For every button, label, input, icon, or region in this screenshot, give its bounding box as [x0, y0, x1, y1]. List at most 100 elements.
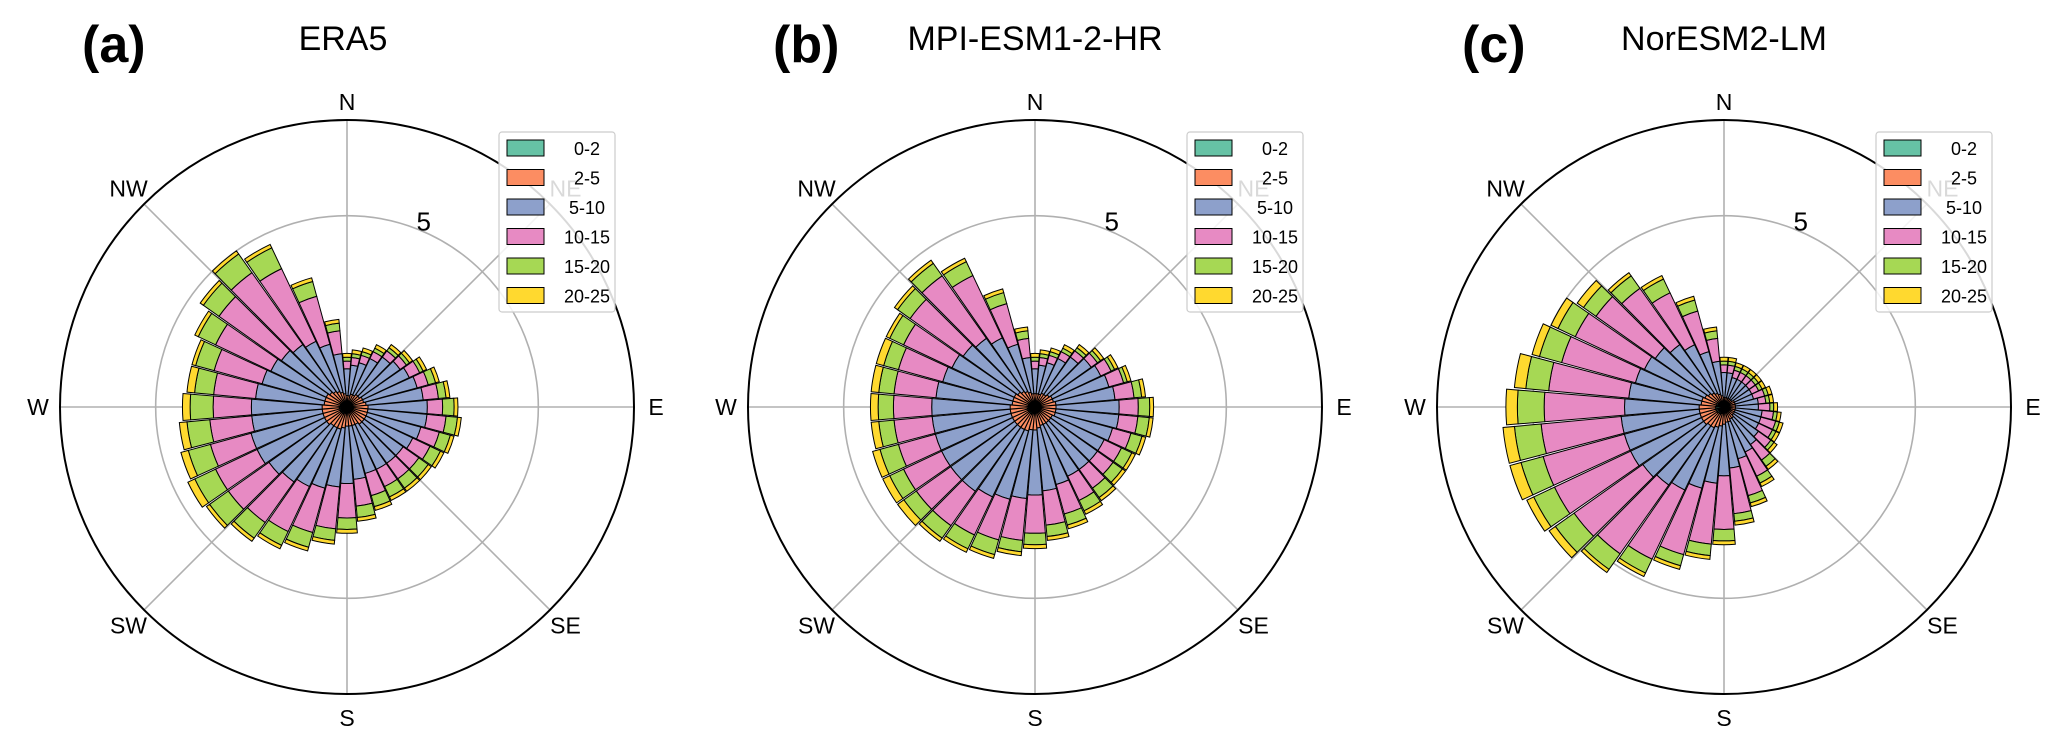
legend-swatch-15-20: [1883, 257, 1922, 275]
windrose-bar-20-25: [871, 448, 890, 479]
windrose-bar-20-25: [1039, 349, 1051, 356]
windrose-bar-20-25: [199, 279, 223, 306]
legend-label-15-20: 15-20: [564, 257, 610, 277]
windrose-bar-20-25: [940, 257, 967, 276]
windrose-bar-20-25: [1049, 347, 1062, 356]
legend-swatch-10-15: [1883, 228, 1922, 245]
windrose-panel-2: (b)MPI-ESM1-2-HR5NNEESESSWWNW0-22-55-101…: [715, 16, 1352, 731]
windrose-bar-20-25: [1135, 435, 1147, 456]
windrose-bar-20-25: [1526, 496, 1552, 532]
legend-swatch-2-5: [1883, 169, 1922, 186]
windrose-bar-20-25: [1013, 326, 1029, 334]
legend-swatch-5-10: [506, 198, 545, 216]
windrose-bar-20-25: [1607, 272, 1632, 294]
windrose-bar-20-25: [415, 356, 428, 372]
outer-circle: [59, 119, 635, 695]
legend-label-15-20: 15-20: [1252, 257, 1298, 277]
windrose-bar-20-25: [885, 312, 904, 339]
windrose-bar-20-25: [1580, 547, 1610, 574]
windrose-bar-20-25: [1062, 344, 1075, 355]
compass-label-n: N: [339, 89, 356, 115]
legend-label-2-5: 2-5: [574, 169, 600, 189]
windrose-bar-20-25: [290, 277, 314, 290]
windrose-bar-20-25: [351, 349, 363, 356]
windrose-bar-20-25: [968, 545, 996, 559]
windrose-bar-20-25: [1509, 461, 1534, 501]
legend-swatch-20-25: [1194, 287, 1233, 304]
windrose-bar-20-25: [417, 463, 433, 481]
windrose-bar-20-25: [882, 475, 904, 504]
windrose-bar-20-25: [431, 450, 445, 469]
legend-label-2-5: 2-5: [1262, 169, 1288, 189]
windrose-bar-15-20: [1712, 528, 1736, 542]
windrose-bar-20-25: [361, 347, 374, 356]
windrose-bar-20-25: [875, 337, 894, 367]
legend-label-20-25: 20-25: [1252, 287, 1298, 307]
windrose-bar-15-20: [1030, 356, 1040, 362]
windrose-bar-20-25: [1148, 396, 1155, 418]
legend-label-20-25: 20-25: [1941, 287, 1987, 307]
windrose-bar-20-25: [256, 532, 283, 550]
legend-swatch-15-20: [506, 257, 545, 275]
windrose-bar-10-15: [337, 482, 357, 519]
windrose-bar-20-25: [403, 477, 421, 493]
windrose-bar-20-25: [180, 449, 199, 480]
windrose-bar-20-25: [1145, 417, 1154, 438]
compass-label-n: N: [1027, 89, 1044, 115]
legend-frame: [1186, 131, 1304, 313]
legend-label-5-10: 5-10: [1257, 198, 1293, 218]
compass-label-e: E: [2025, 394, 2040, 420]
windrose-bar-20-25: [1640, 274, 1665, 292]
windrose-bar-20-25: [1091, 347, 1105, 362]
compass-label-w: W: [27, 394, 49, 420]
windrose-bar-10-15: [342, 360, 352, 370]
windrose-bar-20-25: [388, 488, 407, 502]
windrose-bar-15-20: [877, 393, 895, 421]
windrose-bar-20-25: [870, 364, 884, 394]
windrose-bar-20-25: [324, 318, 340, 327]
legend-swatch-5-10: [1883, 198, 1922, 216]
windrose-bar-20-25: [1122, 452, 1136, 471]
windrose-bar-20-25: [1712, 539, 1736, 546]
legend-frame: [1875, 131, 1993, 313]
windrose-bar-20-25: [983, 288, 1005, 300]
windrose-bar-20-25: [893, 285, 917, 311]
windrose-bar-15-20: [441, 397, 455, 417]
compass-label-s: S: [339, 705, 354, 731]
legend-swatch-10-15: [1194, 228, 1233, 245]
legend-label-10-15: 10-15: [1252, 228, 1298, 248]
windrose-bar-20-25: [205, 503, 229, 529]
windrose-bar-10-15: [426, 398, 444, 416]
legend-swatch-10-15: [506, 228, 545, 245]
radial-tick-label: 5: [1794, 207, 1808, 237]
windrose-bar-20-25: [1767, 393, 1775, 404]
panel-title: ERA5: [299, 20, 388, 58]
windrose-bar-10-15: [1024, 494, 1046, 534]
windrose-bar-20-25: [996, 547, 1023, 557]
windrose-bar-20-25: [1702, 326, 1718, 334]
windrose-bar-20-25: [453, 416, 462, 437]
legend-swatch-5-10: [1194, 198, 1233, 216]
windrose-bar-10-15: [892, 394, 933, 420]
compass-label-s: S: [1027, 705, 1042, 731]
panel-letter: (b): [773, 16, 839, 74]
windrose-bar-20-25: [1022, 543, 1048, 550]
compass-label-sw: SW: [1487, 612, 1524, 638]
windrose-bar-15-20: [189, 393, 215, 421]
windrose-bar-20-25: [342, 352, 352, 358]
compass-label-w: W: [715, 394, 737, 420]
windrose-bar-20-25: [1675, 295, 1696, 307]
legend-swatch-0-2: [506, 139, 545, 157]
windrose-bar-20-25: [230, 520, 255, 542]
windrose-bar-20-25: [187, 478, 210, 508]
compass-label-sw: SW: [110, 612, 147, 638]
legend-swatch-20-25: [1883, 287, 1922, 304]
windrose-bar-15-20: [336, 517, 358, 530]
windrose-bar-20-25: [1066, 517, 1089, 530]
compass-label-w: W: [1404, 394, 1426, 420]
windrose-bar-20-25: [442, 380, 451, 399]
windrose-bar-15-20: [1769, 402, 1775, 412]
legend-frame: [498, 131, 616, 313]
windrose-bar-10-15: [1757, 402, 1771, 412]
